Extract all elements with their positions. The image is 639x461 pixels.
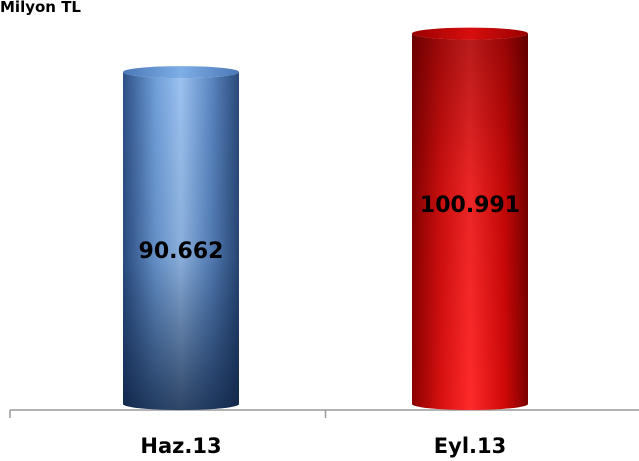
bars	[123, 27, 528, 410]
x-axis	[9, 409, 639, 418]
category-label-1: Eyl.13	[434, 434, 506, 458]
bar-1	[412, 27, 528, 410]
bar-0	[123, 66, 239, 410]
data-label-1: 100.991	[420, 193, 520, 218]
labels: 90.662 Haz.13 100.991 Eyl.13	[139, 193, 521, 458]
data-label-0: 90.662	[139, 239, 224, 264]
unit-label: Milyon TL	[0, 0, 81, 16]
category-label-0: Haz.13	[140, 434, 221, 458]
